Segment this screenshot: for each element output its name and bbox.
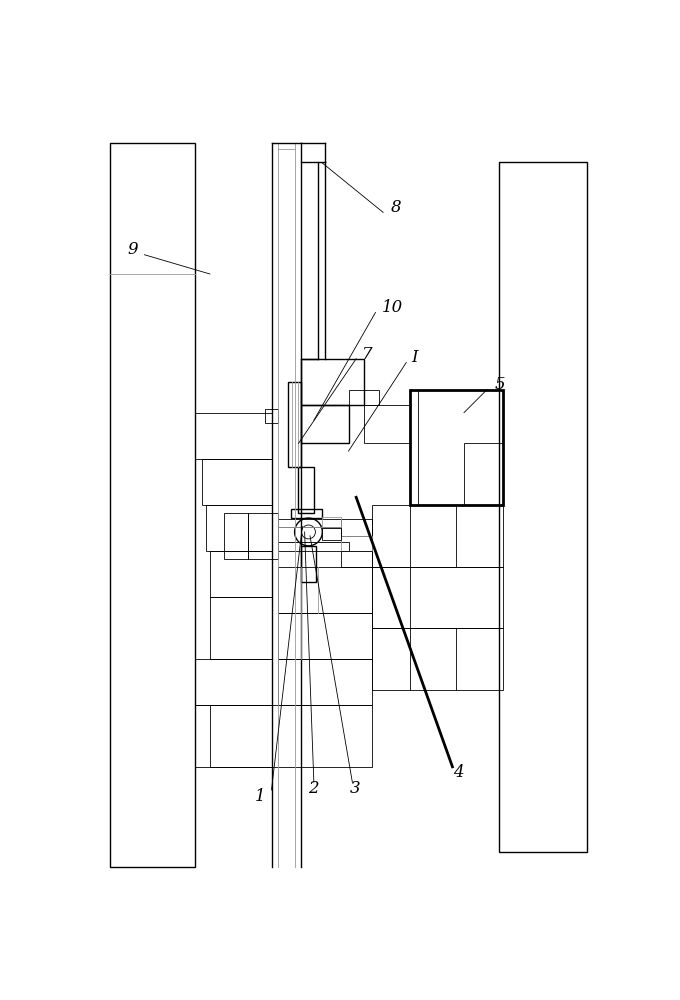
- Bar: [194, 705, 271, 767]
- Text: 2: 2: [309, 780, 319, 797]
- Bar: [348, 389, 379, 405]
- Bar: [341, 519, 371, 536]
- Bar: [277, 659, 371, 705]
- Bar: [210, 597, 271, 659]
- Text: 10: 10: [381, 299, 403, 316]
- Bar: [301, 405, 348, 443]
- Bar: [194, 659, 271, 705]
- Bar: [277, 519, 341, 527]
- Bar: [277, 527, 341, 542]
- Text: 9: 9: [128, 241, 138, 258]
- Bar: [498, 162, 588, 852]
- Bar: [248, 513, 277, 559]
- Bar: [299, 466, 314, 513]
- Text: I: I: [411, 349, 418, 366]
- Bar: [202, 459, 271, 505]
- Bar: [371, 628, 503, 690]
- Bar: [109, 143, 194, 867]
- Bar: [322, 528, 341, 540]
- Bar: [364, 405, 410, 443]
- Bar: [410, 389, 503, 505]
- Bar: [265, 409, 277, 423]
- Bar: [194, 413, 271, 459]
- Bar: [291, 509, 322, 518]
- Text: 1: 1: [255, 788, 265, 805]
- Text: 5: 5: [495, 376, 505, 393]
- Text: 7: 7: [362, 346, 372, 363]
- Bar: [322, 517, 341, 528]
- Bar: [371, 505, 503, 567]
- Bar: [277, 613, 371, 659]
- Bar: [301, 359, 364, 405]
- Bar: [277, 567, 371, 613]
- Bar: [210, 705, 371, 767]
- Bar: [341, 551, 371, 567]
- Text: 8: 8: [391, 199, 401, 216]
- Bar: [288, 382, 301, 466]
- Bar: [464, 443, 503, 505]
- Bar: [341, 536, 371, 551]
- Bar: [277, 542, 349, 551]
- Bar: [206, 505, 271, 551]
- Bar: [224, 513, 248, 559]
- Text: 4: 4: [454, 764, 464, 781]
- Bar: [301, 546, 316, 582]
- Bar: [371, 567, 503, 628]
- Text: 3: 3: [350, 780, 360, 797]
- Bar: [210, 551, 271, 597]
